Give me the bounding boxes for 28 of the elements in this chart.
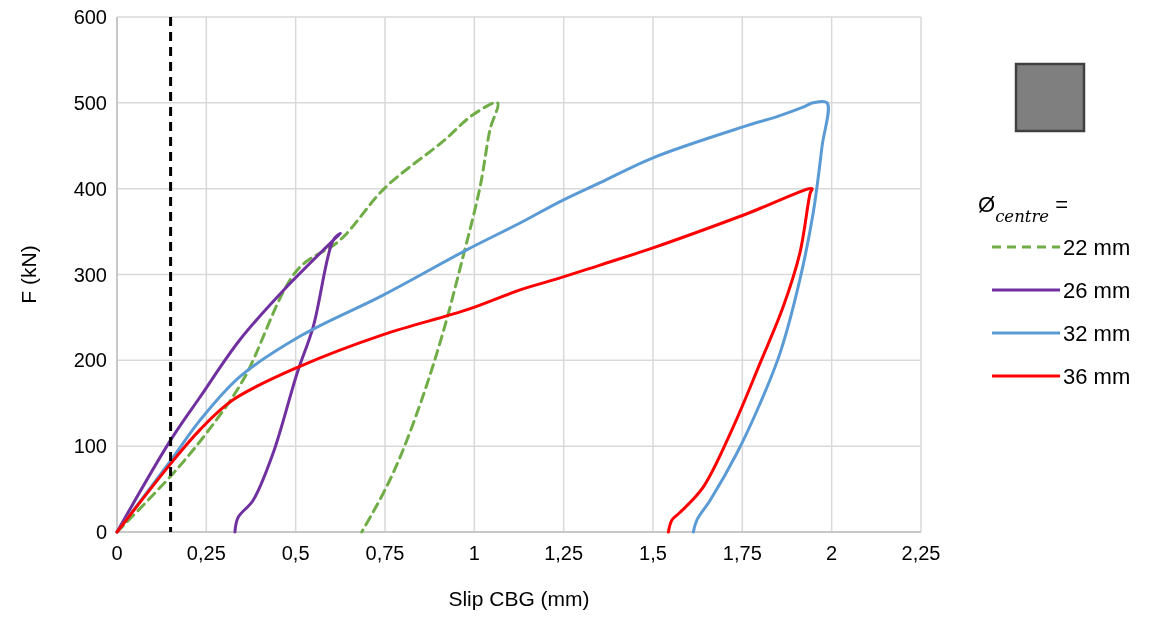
- line-series: [115, 100, 830, 534]
- legend-label: 32 mm: [1063, 321, 1131, 346]
- line-series: [115, 187, 814, 534]
- x-axis-title: Slip CBG (mm): [448, 587, 590, 610]
- y-tick-label: 300: [73, 263, 107, 286]
- x-tick-label: 1: [468, 542, 480, 564]
- x-tick-label: 0,75: [365, 542, 405, 564]
- y-tick-label: 600: [73, 6, 107, 28]
- x-tick-label: 2,25: [901, 542, 941, 564]
- x-tick-label: 1,75: [722, 542, 762, 564]
- x-tick-label: 0,5: [281, 542, 310, 564]
- y-tick-label: 400: [73, 177, 107, 200]
- x-tick-label: 0: [111, 542, 123, 564]
- y-tick-label: 0: [95, 521, 107, 543]
- legend-title: Ø$_{centre}$ =: [978, 192, 1069, 226]
- line-series: [115, 101, 500, 534]
- line-series: [115, 231, 342, 534]
- y-axis-title: F (kN): [17, 245, 40, 304]
- x-tick-label: 1,25: [544, 542, 584, 564]
- y-tick-label: 200: [73, 349, 107, 372]
- y-tick-label: 100: [73, 435, 107, 458]
- legend-label: 36 mm: [1063, 364, 1131, 389]
- legend-label: 22 mm: [1063, 235, 1131, 260]
- legend-label: 26 mm: [1063, 278, 1131, 303]
- x-tick-label: 0,25: [186, 542, 226, 564]
- y-tick-label: 500: [73, 91, 107, 114]
- x-tick-label: 1,5: [639, 542, 667, 564]
- x-tick-label: 2: [826, 542, 838, 564]
